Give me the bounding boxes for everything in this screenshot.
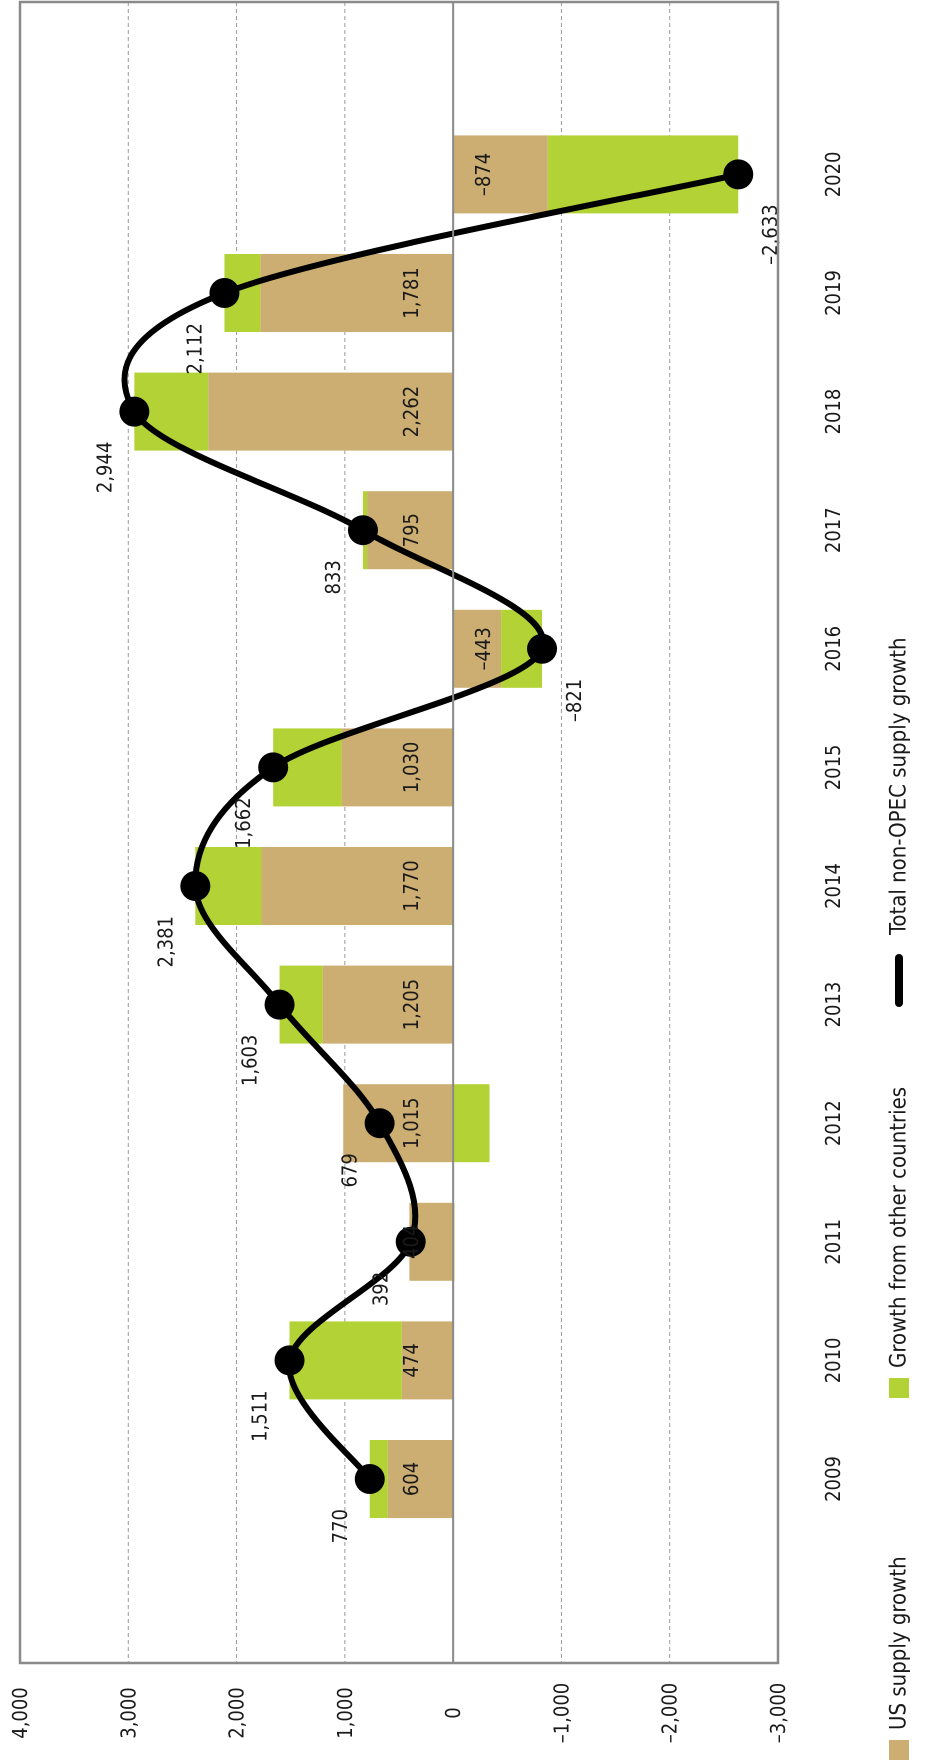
year-label: 2010 — [821, 1338, 845, 1384]
total-value-label: 2,112 — [182, 323, 206, 375]
value-tick-label: –1,000 — [549, 1683, 573, 1744]
bar-us-supply — [453, 135, 548, 214]
value-tick-label: –3,000 — [766, 1683, 790, 1744]
legend-label-total: Total non-OPEC supply growth — [887, 637, 912, 936]
year-label: 2017 — [821, 507, 845, 553]
total-point — [264, 989, 295, 1020]
total-value-label: 1,662 — [231, 797, 255, 849]
us-value-label: 1,770 — [399, 860, 423, 912]
us-value-label: 474 — [399, 1343, 423, 1377]
legend: US supply growth Growth from other countr… — [887, 637, 912, 1760]
total-value-label: 392 — [369, 1272, 393, 1306]
year-label: 2016 — [821, 626, 845, 672]
bar-us-supply — [260, 254, 454, 332]
value-tick-label: 4,000 — [8, 1687, 32, 1739]
year-label: 2009 — [821, 1456, 845, 1502]
total-value-label: 679 — [338, 1153, 362, 1187]
total-point — [527, 633, 558, 664]
total-value-label: 833 — [321, 560, 345, 594]
us-value-label: –874 — [471, 153, 495, 196]
total-point — [119, 396, 150, 427]
year-label: 2015 — [821, 745, 845, 791]
total-point — [395, 1226, 426, 1257]
year-label: 2018 — [821, 389, 845, 435]
us-value-label: 2,262 — [399, 386, 423, 438]
year-label: 2013 — [821, 982, 845, 1028]
total-point — [723, 159, 754, 190]
bar-us-supply — [453, 609, 502, 688]
us-value-label: 1,030 — [399, 742, 423, 794]
total-value-label: 770 — [328, 1509, 352, 1543]
year-label: 2014 — [821, 863, 845, 909]
plot-frame — [18, 0, 780, 1665]
us-value-label: 795 — [399, 513, 423, 547]
total-point — [209, 278, 240, 308]
axes: 4,000 3,000 2,000 1,000 0 –1,000 –2,000 –3,000 2… — [8, 0, 845, 1744]
total-point — [354, 1464, 385, 1494]
total-point — [180, 871, 211, 901]
value-tick-label: 2,000 — [225, 1687, 249, 1739]
value-tick-label: 1,000 — [333, 1687, 357, 1739]
total-line-path — [121, 171, 742, 1482]
total-value-label: 2,381 — [153, 916, 177, 968]
value-tick-label: –2,000 — [658, 1683, 682, 1744]
total-value-label: 1,511 — [248, 1390, 272, 1442]
bar-us-supply — [401, 1321, 454, 1400]
total-value-label: 2,944 — [92, 442, 116, 494]
value-tick-label: 0 — [441, 1707, 465, 1718]
value-tick-label: 3,000 — [116, 1687, 140, 1739]
us-value-label: 1,781 — [399, 267, 423, 319]
bar-other-countries — [453, 1084, 490, 1163]
total-point — [364, 1108, 395, 1139]
total-point — [347, 515, 378, 546]
total-line — [119, 159, 754, 1494]
bar-us-supply — [341, 728, 454, 807]
us-value-label: –443 — [471, 627, 495, 670]
us-value-label: 1,015 — [399, 1097, 423, 1149]
total-value-label: –821 — [562, 679, 586, 722]
bar-other-countries — [547, 135, 739, 214]
year-label: 2012 — [821, 1100, 845, 1146]
bar-us-supply — [322, 965, 454, 1044]
total-point — [258, 752, 289, 783]
bar-us-supply — [387, 1440, 454, 1518]
bar-us-supply — [261, 847, 454, 925]
us-value-label: 404 — [399, 1225, 423, 1259]
legend-swatch-other-countries — [889, 1378, 909, 1398]
bars — [134, 135, 739, 1518]
us-value-label: 1,205 — [399, 979, 423, 1031]
legend-label-other-countries: Growth from other countries — [887, 1087, 912, 1368]
year-label: 2019 — [821, 270, 845, 316]
legend-swatch-us-supply — [889, 1740, 909, 1760]
bar-us-supply — [208, 372, 454, 451]
total-value-label: 1,603 — [238, 1035, 262, 1087]
year-label: 2020 — [821, 152, 845, 198]
us-value-label: 604 — [399, 1462, 423, 1496]
total-point — [274, 1345, 305, 1376]
year-label: 2011 — [821, 1219, 845, 1265]
legend-label-us-supply: US supply growth — [887, 1556, 912, 1730]
